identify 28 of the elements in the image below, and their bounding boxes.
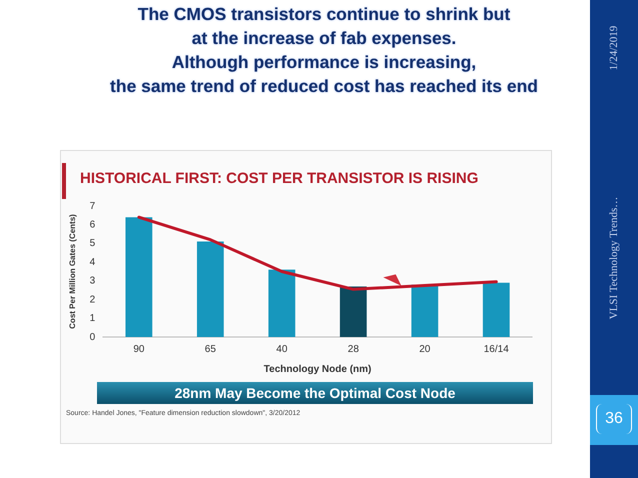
chart-title: The CMOS transistors continue to shrink but at the increase of fab expenses. Although performance is increasing, the same trend of reduced cost has reached its end xyxy=(109,3,539,98)
y-tick-label: 2 xyxy=(90,294,96,306)
text: VLSI Technology Trends… xyxy=(608,196,620,320)
y-tick-label: 0 xyxy=(90,332,96,343)
x-axis-title: Technology Node (nm) xyxy=(264,364,372,375)
chart-subtitle: HISTORICAL FIRST: COST PER TRANSISTOR IS RISING xyxy=(80,170,478,187)
bar xyxy=(340,286,367,337)
bar xyxy=(268,270,296,337)
y-tick-label: 6 xyxy=(90,219,96,230)
y-axis-title: Cost Per Million Gates (Cents) xyxy=(68,214,78,329)
bar xyxy=(411,284,438,337)
text: 28nm May Become the Optimal Cost Node xyxy=(97,382,533,404)
x-tick-label: 65 xyxy=(204,344,216,355)
y-tick-label: 7 xyxy=(90,200,96,212)
x-tick-label: 90 xyxy=(133,344,145,355)
bar xyxy=(125,217,152,337)
x-tick-label: 16/14 xyxy=(484,344,510,355)
x-tick-label: 40 xyxy=(276,344,288,355)
bar xyxy=(196,242,224,337)
x-tick-label: 28 xyxy=(348,344,360,355)
text: 1/24/2019 xyxy=(608,26,620,70)
bar xyxy=(482,282,510,337)
y-tick-label: 5 xyxy=(90,238,96,250)
text: 36 xyxy=(596,404,632,434)
x-tick-label: 20 xyxy=(419,344,431,355)
y-tick-label: 3 xyxy=(90,276,96,287)
y-tick-label: 1 xyxy=(90,313,96,324)
y-tick-label: 4 xyxy=(90,256,96,268)
